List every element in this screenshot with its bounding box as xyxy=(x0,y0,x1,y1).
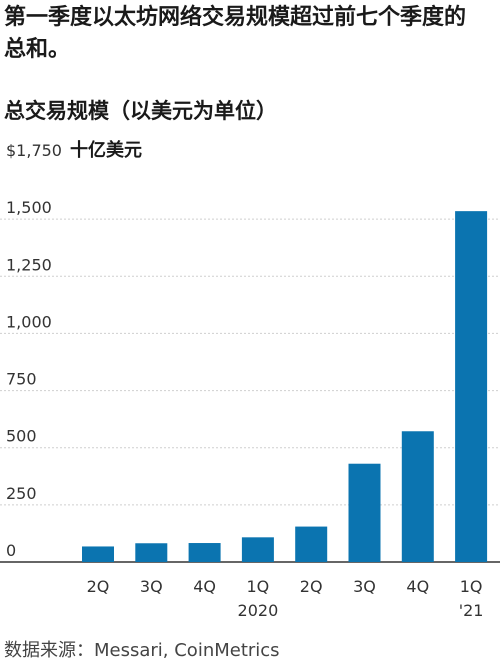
y-tick-label: 250 xyxy=(6,484,37,503)
y-axis-tick-labels: 0 250 500 750 1,000 1,250 1,500 $1,750 十亿美元 xyxy=(6,139,142,560)
x-tick-sublabel: '21 xyxy=(459,601,484,620)
x-tick-label: 3Q xyxy=(353,577,376,596)
x-tick-label: 3Q xyxy=(140,577,163,596)
y-tick-label: 1,500 xyxy=(6,198,52,217)
bar xyxy=(188,543,221,562)
x-tick-label: 1Q xyxy=(247,577,270,596)
y-tick-label: 1,250 xyxy=(6,255,52,274)
x-tick-label: 2Q xyxy=(300,577,323,596)
x-tick-sublabel: 2020 xyxy=(238,601,279,620)
bar xyxy=(82,546,114,562)
y-tick-label: 500 xyxy=(6,427,37,446)
bars xyxy=(82,211,488,562)
bar xyxy=(295,526,328,562)
bar xyxy=(241,537,274,562)
x-tick-label: 2Q xyxy=(87,577,110,596)
x-tick-label: 4Q xyxy=(406,577,429,596)
bar xyxy=(348,463,381,562)
bar xyxy=(401,431,434,562)
source-note: 数据来源：Messari, CoinMetrics xyxy=(4,640,280,661)
x-axis-tick-labels: 2Q 3Q 4Q 1Q 2020 2Q 3Q 4Q 1Q '21 xyxy=(87,577,484,620)
y-tick-label: 0 xyxy=(6,541,16,560)
y-unit-label: 十亿美元 xyxy=(70,139,142,161)
x-tick-label: 4Q xyxy=(193,577,216,596)
chart-headline: 第一季度以太坊网络交易规模超过前七个季度的总和。 xyxy=(4,5,467,62)
x-tick-label: 1Q xyxy=(460,577,483,596)
bar xyxy=(455,211,488,562)
y-tick-label: 750 xyxy=(6,370,37,389)
y-tick-label: 1,000 xyxy=(6,312,52,331)
bar xyxy=(135,543,168,562)
chart-subtitle: 总交易规模（以美元为单位） xyxy=(4,99,277,123)
y-tick-label: $1,750 xyxy=(6,141,62,160)
